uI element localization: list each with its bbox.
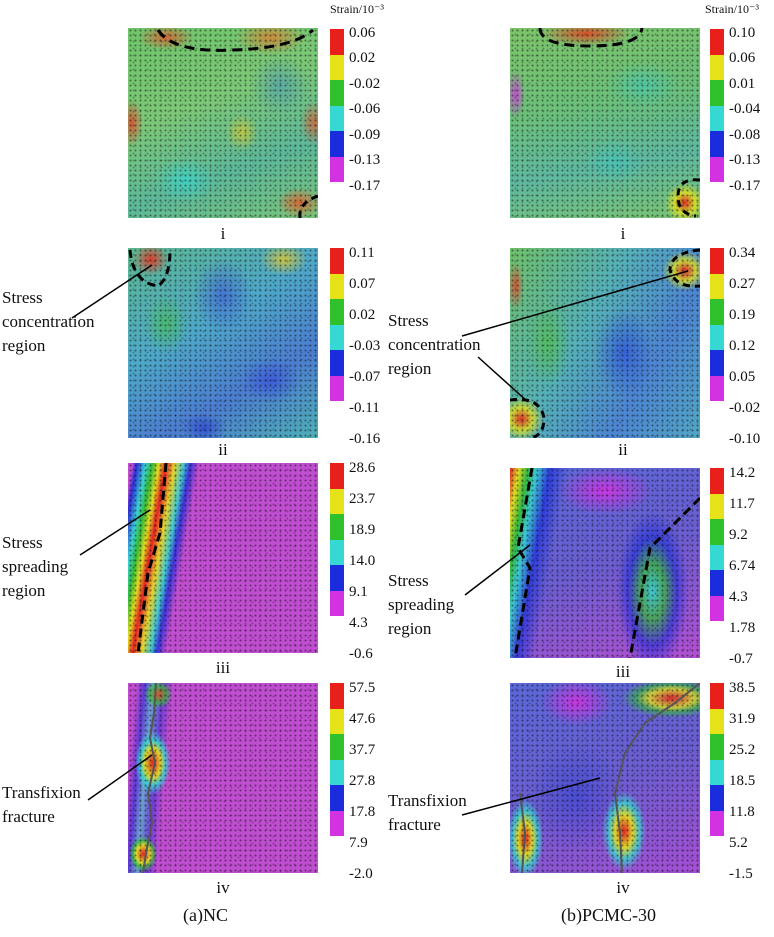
tick-label: 9.1 [349, 584, 368, 600]
tick-label: 0.01 [729, 76, 756, 92]
tick-label: 27.8 [349, 773, 376, 789]
tick-label: 4.3 [729, 589, 748, 605]
leader-line [71, 264, 153, 319]
tick-label: -0.06 [349, 101, 381, 117]
nc-colorbar-iv [330, 683, 344, 836]
leader-line [79, 509, 151, 556]
tick-label: 31.9 [729, 711, 756, 727]
tick-label: 0.07 [349, 276, 376, 292]
pcmc-colorbar-i [710, 29, 724, 182]
tick-label: 5.2 [729, 835, 748, 851]
tick-label: 0.19 [729, 307, 756, 323]
pcmc-strain-map-ii [510, 248, 700, 438]
stage-label-i: i [620, 224, 626, 243]
tick-label: 38.5 [729, 680, 756, 696]
tick-label: 57.5 [349, 680, 376, 696]
nc-strain-map-ii [128, 248, 318, 438]
leader-line [461, 777, 601, 816]
tick-label: -0.7 [729, 651, 753, 667]
tick-label: 28.6 [349, 460, 376, 476]
tick-label: 0.34 [729, 245, 756, 261]
stage-label-i: i [220, 224, 226, 243]
stage-label-iv: iv [216, 878, 230, 897]
tick-label: 37.7 [349, 742, 376, 758]
tick-label: 14.0 [349, 553, 376, 569]
tick-label: 0.02 [349, 50, 376, 66]
tick-label: 0.06 [729, 50, 756, 66]
leader-line [477, 356, 529, 403]
annotation-transfixion-fracture-left: Transfixion fracture [2, 783, 81, 826]
annotation-transfixion-fracture-right: Transfixion fracture [388, 791, 467, 834]
tick-label: 7.9 [349, 835, 368, 851]
tick-label: 0.05 [729, 369, 756, 385]
pcmc-strain-map-i [510, 28, 700, 218]
annotation-stress-spreading-left: Stress spreading region [2, 533, 69, 600]
tick-label: 25.2 [729, 742, 756, 758]
annotation-stress-concentration-left: Stress concentration region [2, 288, 95, 355]
tick-label: -0.16 [349, 431, 381, 447]
tick-label: 11.8 [729, 804, 755, 820]
tick-label: 0.10 [729, 25, 756, 41]
tick-label: -1.5 [729, 866, 753, 882]
nc-strain-map-i [128, 28, 318, 218]
tick-label: 47.6 [349, 711, 376, 727]
nc-colorbar-ii [330, 248, 344, 401]
tick-label: -0.11 [349, 400, 380, 416]
tick-label: 0.11 [349, 245, 375, 261]
tick-label: -0.6 [349, 646, 373, 662]
tick-label: 0.06 [349, 25, 376, 41]
tick-label: 17.8 [349, 804, 376, 820]
nc-strain-map-iii [128, 463, 318, 653]
pcmc-colorbar-iv [710, 683, 724, 836]
stage-label-iii: iii [215, 658, 231, 677]
pcmc-strain-map-iv [510, 683, 700, 873]
caption-nc: (a)NC [183, 905, 228, 925]
stage-label-ii: ii [618, 440, 628, 459]
annotation-stress-spreading-right: Stress spreading region [388, 571, 455, 638]
tick-label: 18.9 [349, 522, 376, 538]
annotation-stress-concentration-right: Stress concentration region [388, 311, 481, 378]
stage-label-iv: iv [616, 878, 630, 897]
tick-label: 23.7 [349, 491, 376, 507]
tick-label: 0.12 [729, 338, 756, 354]
tick-label: -0.07 [349, 369, 381, 385]
nc-strain-unit-label: Strain/10⁻³ [330, 2, 384, 16]
pcmc-colorbar-ii [710, 248, 724, 401]
leader-line [464, 544, 531, 596]
tick-label: -0.08 [729, 127, 761, 143]
tick-label: -0.13 [349, 152, 381, 168]
tick-label: 1.78 [729, 620, 756, 636]
tick-label: -0.17 [349, 178, 381, 194]
tick-label: 6.74 [729, 558, 756, 574]
caption-pcmc-30: (b)PCMC-30 [561, 905, 657, 925]
tick-label: -0.09 [349, 127, 381, 143]
tick-label: -0.03 [349, 338, 381, 354]
pcmc-colorbar-iii [710, 468, 724, 621]
nc-strain-map-iv [128, 683, 318, 873]
nc-colorbar-i [330, 29, 344, 182]
tick-label: 0.27 [729, 276, 756, 292]
leader-line [87, 754, 153, 801]
nc-colorbar-iii [330, 463, 344, 616]
tick-label: 9.2 [729, 527, 748, 543]
tick-label: 4.3 [349, 615, 368, 631]
tick-label: 0.02 [349, 307, 376, 323]
pcmc-strain-map-iii [510, 468, 700, 658]
tick-label: 18.5 [729, 773, 756, 789]
tick-label: -0.02 [729, 400, 761, 416]
tick-label: -0.10 [729, 431, 761, 447]
tick-label: -0.02 [349, 76, 381, 92]
tick-label: -0.17 [729, 178, 761, 194]
tick-label: 14.2 [729, 465, 756, 481]
leader-line [461, 270, 689, 337]
tick-label: -2.0 [349, 866, 373, 882]
tick-label: -0.04 [729, 101, 761, 117]
pcmc-strain-unit-label: Strain/10⁻³ [705, 2, 759, 16]
tick-label: 11.7 [729, 496, 755, 512]
stage-label-iii: iii [615, 662, 631, 681]
stage-label-ii: ii [218, 440, 228, 459]
tick-label: -0.13 [729, 152, 761, 168]
